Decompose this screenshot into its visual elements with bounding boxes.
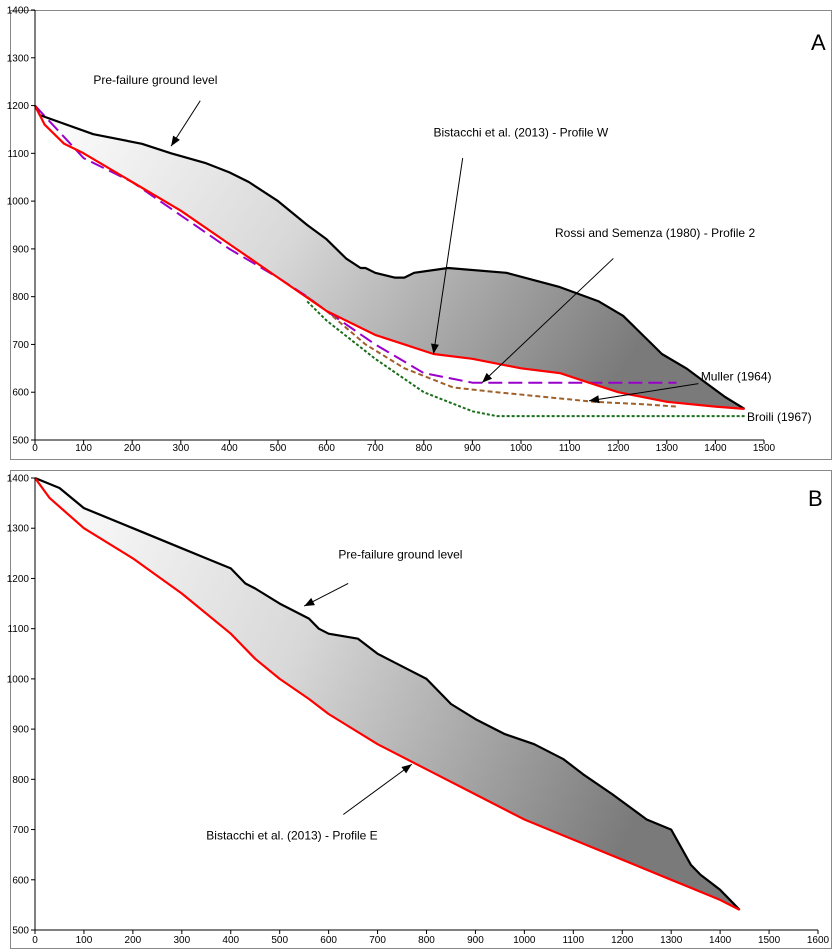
- y-tick-label: 800: [12, 775, 29, 786]
- x-tick-label: 1600: [807, 935, 830, 946]
- x-tick-label: 1200: [611, 935, 634, 946]
- y-tick-label: 600: [12, 875, 29, 886]
- y-tick-label: 800: [12, 292, 29, 303]
- chart-a: 0 100 200 300 400 500 600 700 800 900 1000 1100 1200…: [7, 6, 832, 460]
- x-tick-label: 800: [418, 935, 435, 946]
- panel-b: 0 100 200 300 400 500 600 700 800 900 1000 1100 1200…: [0, 470, 832, 950]
- panel-a: 0 100 200 300 400 500 600 700 800 900 1000 1100 1200…: [0, 0, 832, 470]
- x-tick-label: 300: [173, 935, 190, 946]
- y-tick-label: 1200: [7, 574, 30, 585]
- area-between-a: [35, 105, 745, 409]
- x-tick-label: 600: [320, 935, 337, 946]
- y-tick-label: 1200: [7, 101, 30, 112]
- series-line-bistacchi-et-al-2013-profile-w: [34, 105, 745, 410]
- x-tick-label: 1400: [709, 935, 732, 946]
- x-tick-label: 400: [221, 443, 238, 454]
- x-tick-label: 1400: [704, 443, 727, 454]
- y-tick-label: 1100: [7, 624, 29, 635]
- x-tick-label: 1300: [660, 935, 683, 946]
- series-line-pre-failure-ground-level: [34, 476, 741, 911]
- series-line-bistacchi-et-al-2013-profile-e: [34, 477, 741, 911]
- x-tick-label: 1100: [563, 935, 585, 946]
- annotation-broili-1967: Broili (1967): [747, 410, 812, 424]
- x-tick-label: 200: [125, 935, 142, 946]
- x-tick-label: 300: [172, 443, 189, 454]
- y-tick-label: 900: [12, 725, 29, 736]
- annotation-arrowhead: [589, 395, 600, 404]
- y-tick-label: 1300: [7, 524, 30, 535]
- x-tick-label: 600: [318, 443, 335, 454]
- y-tick-label: 1000: [7, 674, 30, 685]
- x-tick-label: 500: [271, 935, 288, 946]
- shaded-area-b: [35, 478, 740, 910]
- y-tick-label: 700: [12, 825, 29, 836]
- x-tick-label: 100: [76, 935, 93, 946]
- annotation-arrow-line: [481, 258, 614, 384]
- annotation-arrowhead: [171, 135, 180, 147]
- y-tick-label: 1400: [7, 474, 30, 485]
- chart-b: 0 100 200 300 400 500 600 700 800 900 1000 1100 1200…: [7, 470, 832, 949]
- annotations-b: Pre-failure ground level Bistacchi et al.…: [206, 547, 462, 842]
- annotation-muller-1964: Muller (1964): [701, 369, 772, 383]
- x-tick-label: 100: [75, 443, 92, 454]
- annotation-arrowhead: [304, 597, 315, 607]
- series-line-rossi-and-semenza-1980-profile-2: [34, 104, 677, 384]
- x-tick-label: 800: [415, 443, 432, 454]
- x-tick-label: 700: [367, 443, 384, 454]
- annotations-a: Pre-failure ground level Bistacchi et al.…: [93, 73, 811, 424]
- x-tick-label: 900: [464, 443, 481, 454]
- y-tick-label: 700: [12, 340, 29, 351]
- y-tick-label: 900: [12, 244, 29, 255]
- axes-a: 0 100 200 300 400 500 600 700 800 900 1000 1100 1200…: [7, 6, 776, 455]
- y-tick-label: 1100: [7, 149, 29, 160]
- y-tick-label: 600: [12, 388, 29, 399]
- x-tick-label: 1000: [513, 935, 536, 946]
- axes-b: 0 100 200 300 400 500 600 700 800 900 1000 1100 1200…: [7, 474, 830, 947]
- x-tick-label: 1000: [510, 443, 533, 454]
- x-tick-label: 500: [270, 443, 287, 454]
- x-tick-label: 1100: [559, 443, 581, 454]
- x-tick-label: 400: [222, 935, 239, 946]
- annotation-arrowhead: [431, 343, 439, 354]
- series-line-broili-1967: [306, 300, 745, 418]
- x-tick-label: 900: [467, 935, 484, 946]
- x-tick-label: 1500: [758, 935, 781, 946]
- y-tick-label: 1000: [7, 197, 30, 208]
- y-tick-label: 500: [12, 926, 29, 937]
- annotation-arrowhead: [482, 372, 493, 383]
- shaded-area-a: [35, 105, 745, 409]
- x-tick-label: 700: [369, 935, 386, 946]
- panel-label-b: B: [808, 486, 823, 511]
- x-tick-label: 200: [124, 443, 141, 454]
- series-line-muller-1964: [306, 295, 677, 408]
- annotation-pre-failure-ground-level: Pre-failure ground level: [93, 73, 217, 87]
- annotation-arrow-line: [343, 763, 413, 815]
- y-tick-label: 500: [12, 436, 29, 447]
- annotation-pre-failure-ground-level: Pre-failure ground level: [338, 547, 462, 561]
- annotation-arrowhead: [401, 764, 412, 774]
- x-tick-label: 0: [32, 443, 38, 454]
- annotation-arrow-line: [588, 383, 699, 402]
- x-tick-label: 1500: [753, 443, 776, 454]
- x-tick-label: 0: [32, 935, 38, 946]
- y-tick-label: 1400: [7, 6, 30, 17]
- x-tick-label: 1300: [656, 443, 679, 454]
- area-between-b: [35, 478, 740, 910]
- x-tick-label: 1200: [607, 443, 630, 454]
- series-group-a: [34, 104, 746, 418]
- series-group-b: [34, 476, 741, 911]
- annotation-bistacchi-et-al-2013-profile-e: Bistacchi et al. (2013) - Profile E: [206, 829, 377, 843]
- annotation-rossi-and-semenza-1980-profile-2: Rossi and Semenza (1980) - Profile 2: [555, 226, 755, 240]
- annotation-arrow-line: [433, 158, 464, 355]
- annotation-bistacchi-et-al-2013-profile-w: Bistacchi et al. (2013) - Profile W: [434, 126, 609, 140]
- series-line-pre-failure-ground-level: [34, 105, 746, 410]
- panel-label-a: A: [811, 30, 826, 55]
- y-tick-label: 1300: [7, 53, 30, 64]
